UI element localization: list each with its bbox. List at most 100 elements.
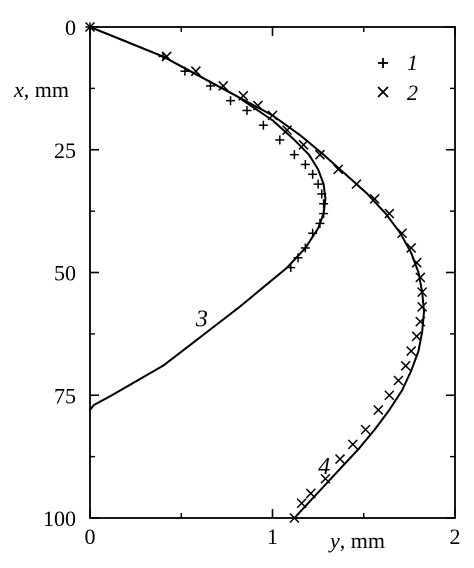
legend-item-1: 1 bbox=[378, 50, 418, 75]
cross-marker-series-2 bbox=[218, 80, 229, 91]
cross-marker-series-2 bbox=[238, 90, 249, 101]
y-axis-unit: , mm bbox=[24, 77, 69, 102]
plus-marker-series-1 bbox=[319, 209, 329, 219]
y-tick-label: 75 bbox=[54, 383, 76, 408]
cross-marker-series-2 bbox=[320, 473, 331, 484]
x-axis-var: y bbox=[328, 528, 340, 553]
plus-marker-series-1 bbox=[319, 199, 329, 209]
cross-marker-series-2 bbox=[347, 439, 358, 450]
plus-marker-series-1 bbox=[205, 81, 215, 91]
cross-marker-b bbox=[393, 375, 404, 386]
cross-marker-b bbox=[334, 454, 346, 465]
cross-marker-b bbox=[417, 287, 428, 298]
x-tick-label: 2 bbox=[450, 524, 461, 549]
cross-marker-series-2 bbox=[373, 404, 384, 416]
cross-marker-series-2 bbox=[417, 301, 428, 312]
cross-marker-b bbox=[314, 149, 325, 160]
plus-marker-series-1 bbox=[258, 120, 268, 130]
cross-marker-b bbox=[415, 272, 426, 283]
cross-marker-series-2 bbox=[267, 110, 278, 121]
cross-marker-series-2 bbox=[333, 164, 344, 175]
x-tick-label: 0 bbox=[85, 524, 96, 549]
cross-marker-series-2 bbox=[314, 149, 325, 160]
cross-marker-series-2 bbox=[252, 100, 263, 111]
y-axis-var: x bbox=[13, 77, 24, 102]
y-axis-title: x, mm bbox=[13, 77, 69, 102]
legend-cross-b bbox=[377, 86, 389, 98]
cross-marker-b bbox=[411, 257, 422, 268]
y-tick-label: 50 bbox=[54, 261, 76, 286]
plus-marker-series-1 bbox=[313, 179, 323, 189]
y-tick-label: 25 bbox=[54, 138, 76, 163]
curve-3-line bbox=[89, 26, 327, 411]
cross-marker-series-2 bbox=[415, 272, 426, 283]
cross-marker-series-2 bbox=[384, 390, 395, 401]
plus-marker-series-1 bbox=[308, 169, 318, 179]
cross-marker-series-2 bbox=[282, 125, 293, 136]
cross-marker-series-2 bbox=[397, 228, 408, 239]
legend-item-2: 2 bbox=[377, 80, 418, 105]
cross-marker-series-2 bbox=[305, 488, 316, 499]
cross-marker-b bbox=[238, 90, 249, 101]
legend-label-1: 1 bbox=[407, 50, 418, 75]
x-axis-title: y, mm bbox=[328, 528, 385, 553]
plus-marker-series-1 bbox=[317, 189, 327, 199]
cross-marker-b bbox=[298, 139, 309, 150]
plus-marker-series-1 bbox=[286, 263, 296, 273]
cross-marker-series-2 bbox=[161, 51, 172, 62]
plus-marker-series-1 bbox=[308, 228, 318, 238]
plus-marker-series-1 bbox=[242, 105, 252, 115]
cross-marker-b bbox=[397, 228, 408, 239]
cross-marker-b bbox=[360, 424, 371, 435]
x-axis-unit: , mm bbox=[340, 528, 385, 553]
plus-marker-series-1 bbox=[293, 253, 303, 263]
cross-marker-b bbox=[369, 193, 380, 204]
cross-marker-b bbox=[252, 100, 263, 111]
plus-marker-series-1 bbox=[275, 135, 285, 145]
cross-marker-series-2 bbox=[393, 375, 404, 386]
cross-marker-series-2 bbox=[415, 316, 426, 327]
cross-marker-series-2 bbox=[369, 193, 380, 204]
curve-label-4: 4 bbox=[318, 454, 330, 480]
plus-marker-series-1 bbox=[300, 159, 310, 169]
cross-marker-b bbox=[406, 346, 417, 357]
cross-marker-b bbox=[384, 208, 395, 219]
x-tick-label: 1 bbox=[267, 524, 278, 549]
cross-marker-b bbox=[161, 51, 172, 62]
y-tick-label: 0 bbox=[65, 15, 76, 40]
cross-marker-series-2 bbox=[406, 346, 417, 357]
cross-marker-b bbox=[320, 473, 331, 484]
plot-frame bbox=[89, 26, 456, 519]
legend: 1 2 bbox=[377, 50, 418, 105]
cross-marker-b bbox=[296, 498, 307, 509]
cross-marker-series-2 bbox=[384, 208, 395, 219]
cross-marker-series-2 bbox=[190, 66, 201, 77]
cross-marker-series-2 bbox=[400, 360, 411, 371]
cross-marker-series-2 bbox=[298, 139, 309, 150]
cross-marker-b bbox=[267, 110, 278, 121]
curve-4-line bbox=[89, 26, 425, 519]
cross-marker-b bbox=[406, 242, 417, 253]
cross-marker-b bbox=[333, 164, 344, 175]
cross-marker-series-2 bbox=[289, 512, 300, 524]
cross-marker-b bbox=[373, 404, 384, 416]
cross-marker-b bbox=[282, 125, 293, 136]
cross-marker-b bbox=[218, 80, 229, 91]
cross-marker-b bbox=[84, 21, 96, 33]
plus-marker-series-1 bbox=[180, 66, 190, 76]
cross-marker-series-2 bbox=[296, 498, 307, 509]
curve-label-3: 3 bbox=[195, 307, 208, 333]
cross-marker-series-2 bbox=[351, 179, 362, 190]
plus-marker-series-1 bbox=[315, 218, 325, 228]
cross-marker-series-2 bbox=[84, 21, 96, 33]
cross-marker-b bbox=[190, 66, 201, 77]
cross-marker-b bbox=[400, 360, 411, 371]
plus-marker-series-1 bbox=[226, 96, 236, 106]
cross-marker-b bbox=[305, 488, 316, 499]
plus-marker-series-1 bbox=[289, 150, 299, 160]
cross-marker-series-2 bbox=[411, 331, 422, 342]
cross-marker-series-2 bbox=[411, 257, 422, 268]
cross-marker-b bbox=[384, 390, 395, 401]
cross-marker-series-2 bbox=[406, 242, 417, 253]
